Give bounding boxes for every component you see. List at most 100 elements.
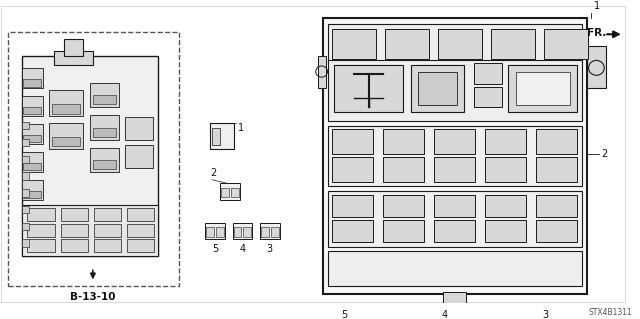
Bar (332, 195, 374, 217)
Bar (491, 29, 535, 58)
Bar (328, 60, 582, 121)
Ellipse shape (335, 264, 353, 272)
Bar (22, 205, 158, 256)
Bar (385, 29, 429, 58)
Bar (93, 160, 116, 169)
Bar (28, 240, 55, 252)
Ellipse shape (460, 254, 478, 262)
Bar (434, 157, 475, 182)
Ellipse shape (410, 254, 428, 262)
Bar (383, 220, 424, 242)
Ellipse shape (360, 274, 378, 283)
Ellipse shape (335, 274, 353, 283)
Bar (22, 139, 29, 146)
Ellipse shape (485, 264, 503, 272)
Ellipse shape (510, 274, 528, 283)
Bar (434, 195, 475, 217)
Bar (485, 195, 526, 217)
Text: 2: 2 (601, 149, 607, 159)
Ellipse shape (535, 274, 553, 283)
Bar (220, 183, 239, 200)
Text: 3: 3 (543, 310, 548, 319)
Bar (94, 224, 121, 237)
Bar (443, 292, 467, 305)
Bar (22, 240, 29, 247)
Text: 4: 4 (239, 244, 246, 254)
Text: 1: 1 (595, 1, 600, 11)
Ellipse shape (535, 264, 553, 272)
Bar (383, 195, 424, 217)
Bar (205, 223, 225, 240)
Text: 4: 4 (442, 310, 448, 319)
Ellipse shape (535, 254, 553, 262)
Ellipse shape (385, 254, 403, 262)
Bar (24, 163, 41, 170)
Bar (234, 227, 241, 237)
Bar (332, 130, 374, 154)
Ellipse shape (435, 264, 453, 272)
Ellipse shape (130, 210, 152, 219)
Bar (127, 240, 154, 252)
Bar (24, 219, 41, 226)
Bar (508, 65, 577, 112)
Ellipse shape (560, 274, 578, 283)
Bar (587, 46, 606, 88)
Bar (22, 189, 29, 197)
Bar (243, 227, 252, 237)
Ellipse shape (410, 274, 428, 283)
Bar (28, 224, 55, 237)
Bar (90, 115, 119, 140)
Bar (52, 137, 80, 146)
Bar (28, 208, 55, 221)
Bar (231, 188, 239, 197)
Bar (22, 124, 43, 144)
Bar (419, 71, 456, 105)
Ellipse shape (130, 241, 152, 251)
Bar (206, 227, 214, 237)
Text: 3: 3 (267, 244, 273, 254)
Bar (332, 157, 374, 182)
Bar (261, 227, 269, 237)
Bar (22, 68, 43, 88)
Bar (210, 123, 234, 149)
Text: 1: 1 (237, 123, 244, 133)
Bar (485, 130, 526, 154)
Bar (52, 104, 80, 114)
Bar (127, 224, 154, 237)
Ellipse shape (63, 226, 85, 235)
Bar (49, 90, 83, 116)
Ellipse shape (385, 264, 403, 272)
Bar (24, 107, 41, 115)
Ellipse shape (510, 264, 528, 272)
Bar (221, 188, 228, 197)
Bar (22, 180, 43, 200)
Bar (22, 152, 43, 172)
Bar (63, 39, 83, 56)
Bar (271, 227, 278, 237)
Text: B-13-10: B-13-10 (70, 292, 116, 302)
Bar (93, 95, 116, 104)
Bar (434, 130, 475, 154)
Bar (383, 130, 424, 154)
Bar (24, 79, 41, 86)
Ellipse shape (385, 274, 403, 283)
Ellipse shape (460, 264, 478, 272)
Bar (61, 208, 88, 221)
Ellipse shape (63, 241, 85, 251)
Bar (54, 51, 93, 65)
Ellipse shape (97, 241, 118, 251)
Ellipse shape (335, 254, 353, 262)
Bar (22, 172, 29, 180)
Ellipse shape (485, 274, 503, 283)
Bar (22, 56, 158, 256)
Text: FR.: FR. (587, 28, 606, 38)
Bar (8, 33, 179, 286)
Bar (438, 29, 482, 58)
Bar (93, 128, 116, 137)
Bar (536, 157, 577, 182)
Bar (516, 71, 570, 105)
Bar (61, 224, 88, 237)
Bar (22, 223, 29, 230)
Ellipse shape (97, 226, 118, 235)
Bar (485, 157, 526, 182)
